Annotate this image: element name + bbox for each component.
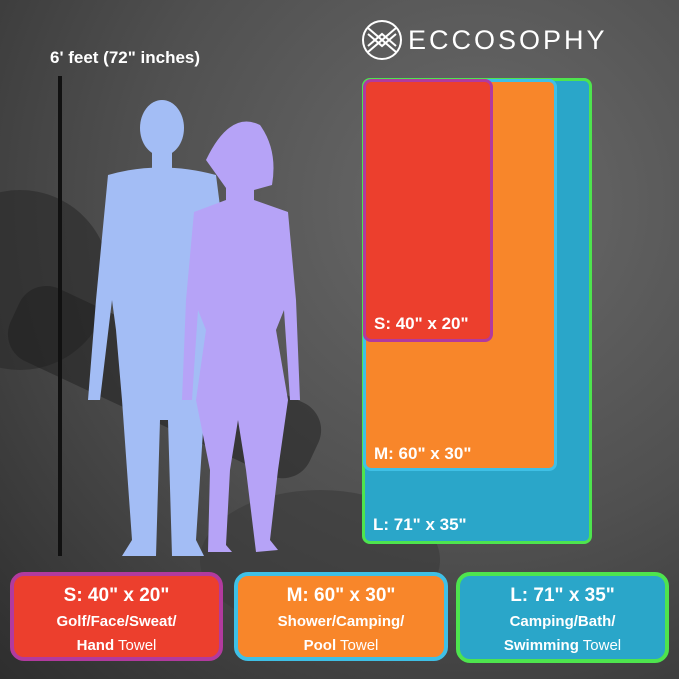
large-uses-2: Swimming <box>503 637 579 654</box>
large-towel-card: L: 71" x 35" Camping/Bath/ Swimming Towe… <box>456 572 669 663</box>
height-label: 6' feet (72" inches) <box>50 48 201 67</box>
small-towel-scale: S: 40" x 20" <box>363 79 493 342</box>
small-uses-2: Hand <box>76 637 115 654</box>
medium-uses-2: Pool <box>303 637 337 654</box>
large-size: L: 71" x 35" <box>510 585 615 606</box>
small-size: S: 40" x 20" <box>63 585 170 606</box>
medium-towel-card: M: 60" x 30" Shower/Camping/ Pool Towel <box>234 572 448 661</box>
medium-suffix: Towel <box>340 637 379 654</box>
small-suffix: Towel <box>118 637 157 654</box>
large-uses: Camping/Bath/ <box>509 613 616 630</box>
height-ruler-line <box>58 76 62 556</box>
large-suffix: Towel <box>582 637 622 654</box>
woman-silhouette <box>182 121 300 553</box>
small-uses: Golf/Face/Sweat/ <box>56 613 177 630</box>
medium-uses: Shower/Camping/ <box>277 613 405 630</box>
woven-circle-logo-icon <box>362 20 402 60</box>
large-towel-label: L: 71" x 35" <box>373 515 467 534</box>
brand-name: ECCOSOPHY <box>408 25 608 55</box>
small-towel-card: S: 40" x 20" Golf/Face/Sweat/ Hand Towel <box>10 572 223 661</box>
medium-towel-label: M: 60" x 30" <box>374 444 472 463</box>
small-towel-label: S: 40" x 20" <box>374 314 469 333</box>
medium-size: M: 60" x 30" <box>286 585 396 606</box>
